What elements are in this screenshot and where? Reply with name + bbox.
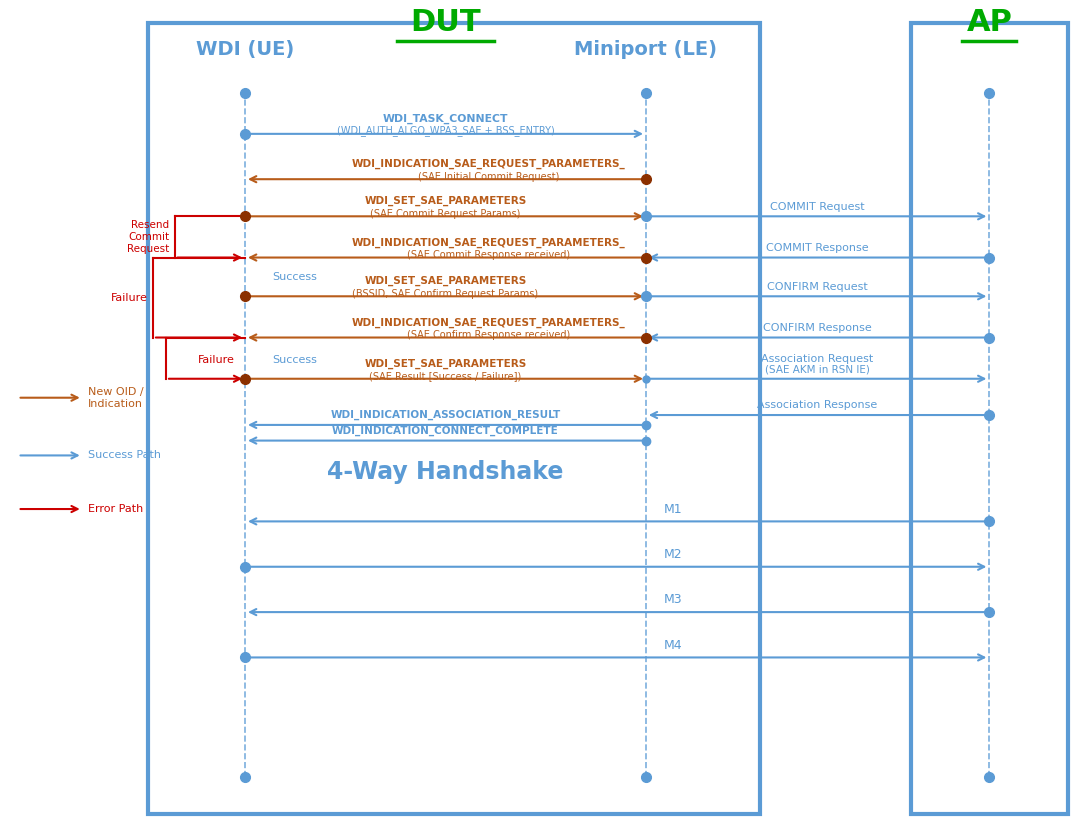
Text: WDI (UE): WDI (UE): [195, 40, 294, 59]
Text: DUT: DUT: [411, 8, 481, 37]
Text: Success Path: Success Path: [88, 450, 161, 460]
Text: WDI_INDICATION_SAE_REQUEST_PARAMETERS_: WDI_INDICATION_SAE_REQUEST_PARAMETERS_: [352, 159, 626, 169]
Text: (SAE Initial Commit Request): (SAE Initial Commit Request): [418, 171, 559, 181]
Text: Association Request: Association Request: [761, 354, 874, 364]
Text: M3: M3: [664, 593, 682, 607]
Text: (SAE Result [Success / Failure]): (SAE Result [Success / Failure]): [369, 371, 521, 381]
Text: WDI_INDICATION_CONNECT_COMPLETE: WDI_INDICATION_CONNECT_COMPLETE: [332, 425, 559, 436]
Text: (SAE Commit Request Params): (SAE Commit Request Params): [370, 209, 520, 219]
Text: WDI_INDICATION_ASSOCIATION_RESULT: WDI_INDICATION_ASSOCIATION_RESULT: [330, 409, 560, 420]
Text: Miniport (LE): Miniport (LE): [574, 40, 718, 59]
Text: 4-Way Handshake: 4-Way Handshake: [327, 460, 564, 484]
Text: WDI_SET_SAE_PARAMETERS: WDI_SET_SAE_PARAMETERS: [365, 196, 527, 206]
Text: (SAE Commit Response received): (SAE Commit Response received): [407, 250, 570, 260]
Text: (SAE Confirm Response received): (SAE Confirm Response received): [407, 330, 570, 340]
Text: (BSSID, SAE Confirm Request Params): (BSSID, SAE Confirm Request Params): [353, 289, 539, 299]
Text: CONFIRM Response: CONFIRM Response: [763, 324, 872, 334]
Text: WDI_SET_SAE_PARAMETERS: WDI_SET_SAE_PARAMETERS: [365, 359, 527, 369]
Text: WDI_SET_SAE_PARAMETERS: WDI_SET_SAE_PARAMETERS: [365, 276, 527, 286]
Bar: [911, 22, 1069, 815]
Text: Resend
Commit
Request: Resend Commit Request: [127, 220, 169, 254]
Text: COMMIT Response: COMMIT Response: [767, 244, 869, 254]
Text: (SAE AKM in RSN IE): (SAE AKM in RSN IE): [766, 364, 870, 374]
Text: COMMIT Request: COMMIT Request: [770, 202, 864, 212]
Text: Success: Success: [273, 272, 317, 282]
Text: WDI_INDICATION_SAE_REQUEST_PARAMETERS_: WDI_INDICATION_SAE_REQUEST_PARAMETERS_: [352, 317, 626, 328]
Text: Error Path: Error Path: [88, 504, 143, 514]
Text: New OID /
Indication: New OID / Indication: [88, 387, 143, 409]
Text: AP: AP: [967, 8, 1012, 37]
Text: Association Response: Association Response: [757, 400, 877, 410]
Text: Failure: Failure: [198, 354, 235, 364]
Text: M1: M1: [664, 503, 682, 516]
Text: M4: M4: [664, 639, 682, 651]
Text: WDI_TASK_CONNECT: WDI_TASK_CONNECT: [382, 114, 508, 124]
Text: CONFIRM Request: CONFIRM Request: [767, 282, 868, 292]
Text: Failure: Failure: [111, 293, 148, 303]
Text: M2: M2: [664, 548, 682, 561]
Bar: [148, 22, 759, 815]
Text: Success: Success: [273, 354, 317, 364]
Text: (WDI_AUTH_ALGO_WPA3_SAE + BSS_ENTRY): (WDI_AUTH_ALGO_WPA3_SAE + BSS_ENTRY): [337, 126, 554, 136]
Text: WDI_INDICATION_SAE_REQUEST_PARAMETERS_: WDI_INDICATION_SAE_REQUEST_PARAMETERS_: [352, 237, 626, 248]
